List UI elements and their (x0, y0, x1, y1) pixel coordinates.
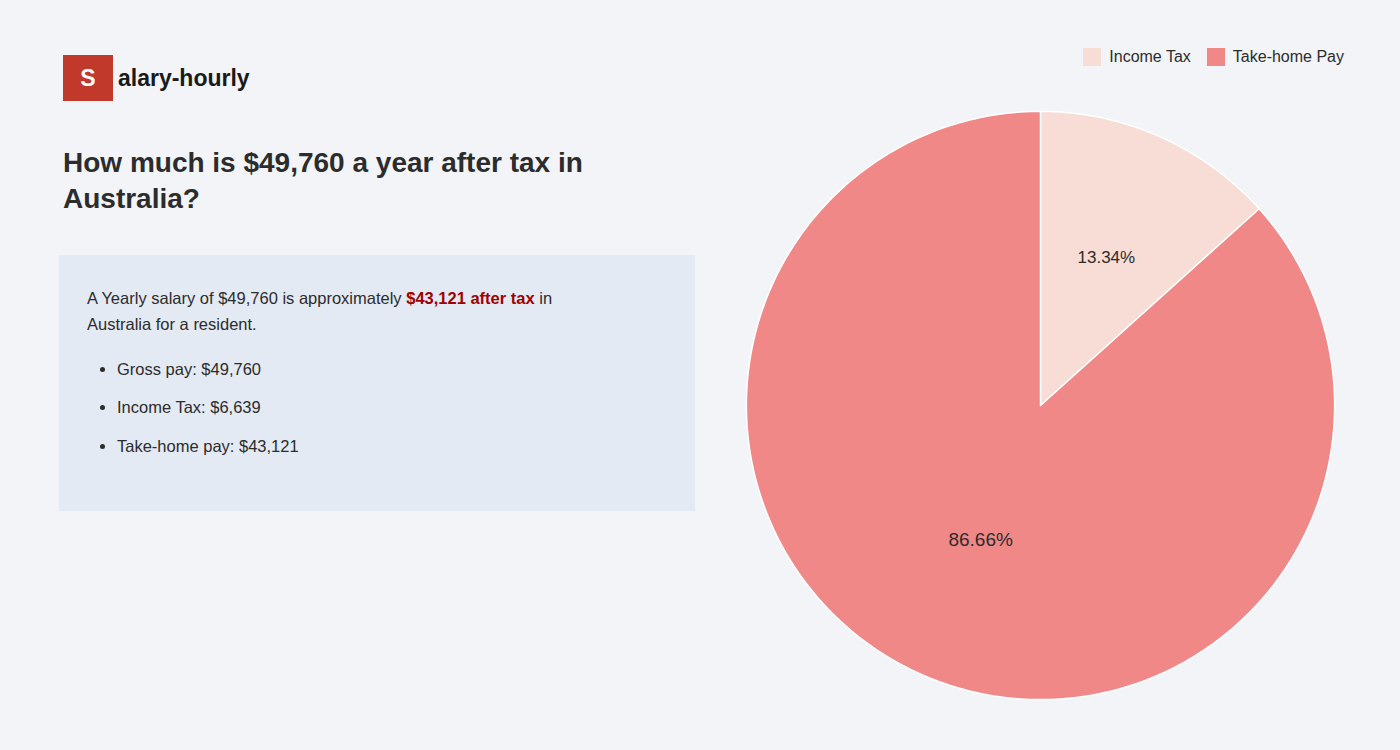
html-text:alary-hourly: alary-hourly (118, 64, 250, 91)
svg-text:13.34%: 13.34% (1077, 248, 1135, 267)
html-text:Take-home pay: $43,121: Take-home pay: $43,121 (117, 436, 299, 455)
html-text:Gross pay: $49,760: Gross pay: $49,760 (117, 359, 261, 378)
html-text:Income Tax: Income Tax (1109, 47, 1191, 65)
html-text:S: S (80, 64, 96, 91)
html-text:A Yearly salary of $49,760 is: A Yearly salary of $49,760 is approximat… (87, 289, 553, 307)
html-text:How much is $49,760 a year aft: How much is $49,760 a year after tax in … (63, 147, 583, 215)
html-text:Take-home Pay: Take-home Pay (1232, 47, 1344, 65)
html-text:Income Tax: $6,639: Income Tax: $6,639 (117, 398, 261, 417)
html-text:Australia for a resident.: Australia for a resident. (87, 315, 257, 334)
svg-text:86.66%: 86.66% (948, 529, 1013, 550)
